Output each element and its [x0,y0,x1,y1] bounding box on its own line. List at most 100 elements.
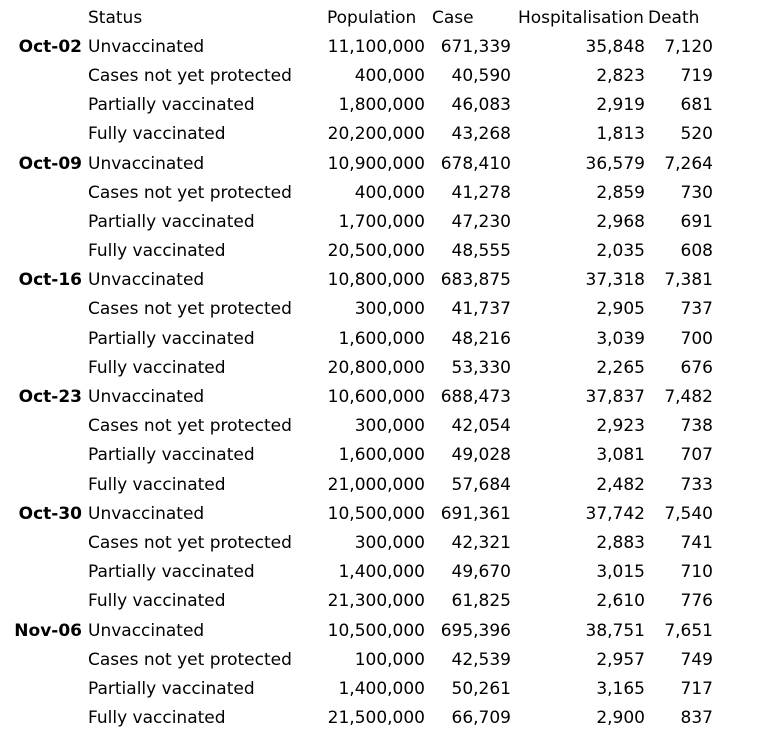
population-cell: 400,000 [354,182,425,203]
status-cell: Unvaccinated [88,153,205,174]
case-cell: 41,737 [451,299,511,320]
date-cell [0,353,88,382]
status-column-header: Status [88,7,143,28]
population-cell: 20,800,000 [327,357,425,378]
case-cell: 49,028 [451,445,511,466]
status-cell: Fully vaccinated [88,708,226,729]
status-cell: Cases not yet protected [88,416,292,437]
death-cell: 7,651 [664,620,713,641]
date-cell [0,91,88,120]
status-cell: Cases not yet protected [88,65,292,86]
death-cell: 7,264 [664,153,713,174]
table-row: Oct-16 Unvaccinated 10,800,000 683,875 3… [0,266,713,295]
death-column-header: Death [648,7,700,28]
table-row: Cases not yet protected 300,000 41,737 2… [0,295,713,324]
hospitalisation-cell: 2,883 [596,532,645,553]
hospitalisation-cell: 38,751 [585,620,645,641]
date-cell: Oct-16 [18,270,82,291]
death-cell: 717 [680,678,713,699]
case-cell: 695,396 [440,620,511,641]
death-cell: 776 [680,591,713,612]
hospitalisation-cell: 2,035 [596,241,645,262]
case-cell: 49,670 [451,562,511,583]
date-cell [0,120,88,149]
date-cell [0,412,88,441]
case-cell: 50,261 [451,678,511,699]
case-cell: 48,216 [451,328,511,349]
hospitalisation-cell: 2,859 [596,182,645,203]
table-row: Partially vaccinated 1,800,000 46,083 2,… [0,91,713,120]
date-cell [0,587,88,616]
status-cell: Partially vaccinated [88,445,255,466]
date-cell [0,178,88,207]
table-row: Oct-09 Unvaccinated 10,900,000 678,410 3… [0,149,713,178]
case-cell: 46,083 [451,95,511,116]
date-cell [0,470,88,499]
date-cell [0,295,88,324]
hospitalisation-cell: 3,081 [596,445,645,466]
death-cell: 608 [680,241,713,262]
table-row: Oct-23 Unvaccinated 10,600,000 688,473 3… [0,382,713,411]
case-cell: 683,875 [440,270,511,291]
table-row: Fully vaccinated 21,000,000 57,684 2,482… [0,470,713,499]
status-cell: Cases not yet protected [88,532,292,553]
hospitalisation-cell: 2,482 [596,474,645,495]
population-cell: 1,600,000 [338,445,425,466]
vaccination-status-table: Status Population Case Hospitalisation D… [0,3,713,733]
status-cell: Fully vaccinated [88,591,226,612]
case-cell: 53,330 [451,357,511,378]
case-cell: 688,473 [440,387,511,408]
case-cell: 42,321 [451,532,511,553]
date-column-header [0,3,88,32]
table-row: Partially vaccinated 1,400,000 49,670 3,… [0,558,713,587]
table-row: Oct-02 Unvaccinated 11,100,000 671,339 3… [0,32,713,61]
status-cell: Partially vaccinated [88,95,255,116]
case-cell: 678,410 [440,153,511,174]
population-cell: 20,500,000 [327,241,425,262]
status-cell: Unvaccinated [88,387,205,408]
case-cell: 42,539 [451,649,511,670]
hospitalisation-cell: 2,957 [596,649,645,670]
table-row: Cases not yet protected 300,000 42,054 2… [0,412,713,441]
death-cell: 520 [680,124,713,145]
hospitalisation-column-header: Hospitalisation [518,7,644,28]
hospitalisation-cell: 3,015 [596,562,645,583]
table-body: Oct-02 Unvaccinated 11,100,000 671,339 3… [0,32,713,733]
date-cell: Oct-30 [18,503,82,524]
case-column-header: Case [432,7,474,28]
death-cell: 707 [680,445,713,466]
table-row: Cases not yet protected 400,000 41,278 2… [0,178,713,207]
population-cell: 1,800,000 [338,95,425,116]
table-row: Partially vaccinated 1,400,000 50,261 3,… [0,674,713,703]
population-cell: 1,400,000 [338,678,425,699]
death-cell: 749 [680,649,713,670]
death-cell: 730 [680,182,713,203]
hospitalisation-cell: 37,318 [585,270,645,291]
hospitalisation-cell: 2,905 [596,299,645,320]
status-cell: Unvaccinated [88,36,205,57]
population-column-header: Population [327,7,417,28]
population-cell: 100,000 [354,649,425,670]
table-row: Cases not yet protected 400,000 40,590 2… [0,61,713,90]
death-cell: 733 [680,474,713,495]
death-cell: 737 [680,299,713,320]
date-cell [0,441,88,470]
status-cell: Cases not yet protected [88,182,292,203]
population-cell: 10,500,000 [327,503,425,524]
table-row: Cases not yet protected 100,000 42,539 2… [0,645,713,674]
status-cell: Partially vaccinated [88,562,255,583]
case-cell: 57,684 [451,474,511,495]
hospitalisation-cell: 2,919 [596,95,645,116]
population-cell: 10,600,000 [327,387,425,408]
population-cell: 1,400,000 [338,562,425,583]
case-cell: 66,709 [451,708,511,729]
table-row: Nov-06 Unvaccinated 10,500,000 695,396 3… [0,616,713,645]
date-cell [0,237,88,266]
hospitalisation-cell: 35,848 [585,36,645,57]
date-cell [0,61,88,90]
death-cell: 741 [680,532,713,553]
death-cell: 738 [680,416,713,437]
death-cell: 7,381 [664,270,713,291]
population-cell: 400,000 [354,65,425,86]
status-cell: Fully vaccinated [88,241,226,262]
